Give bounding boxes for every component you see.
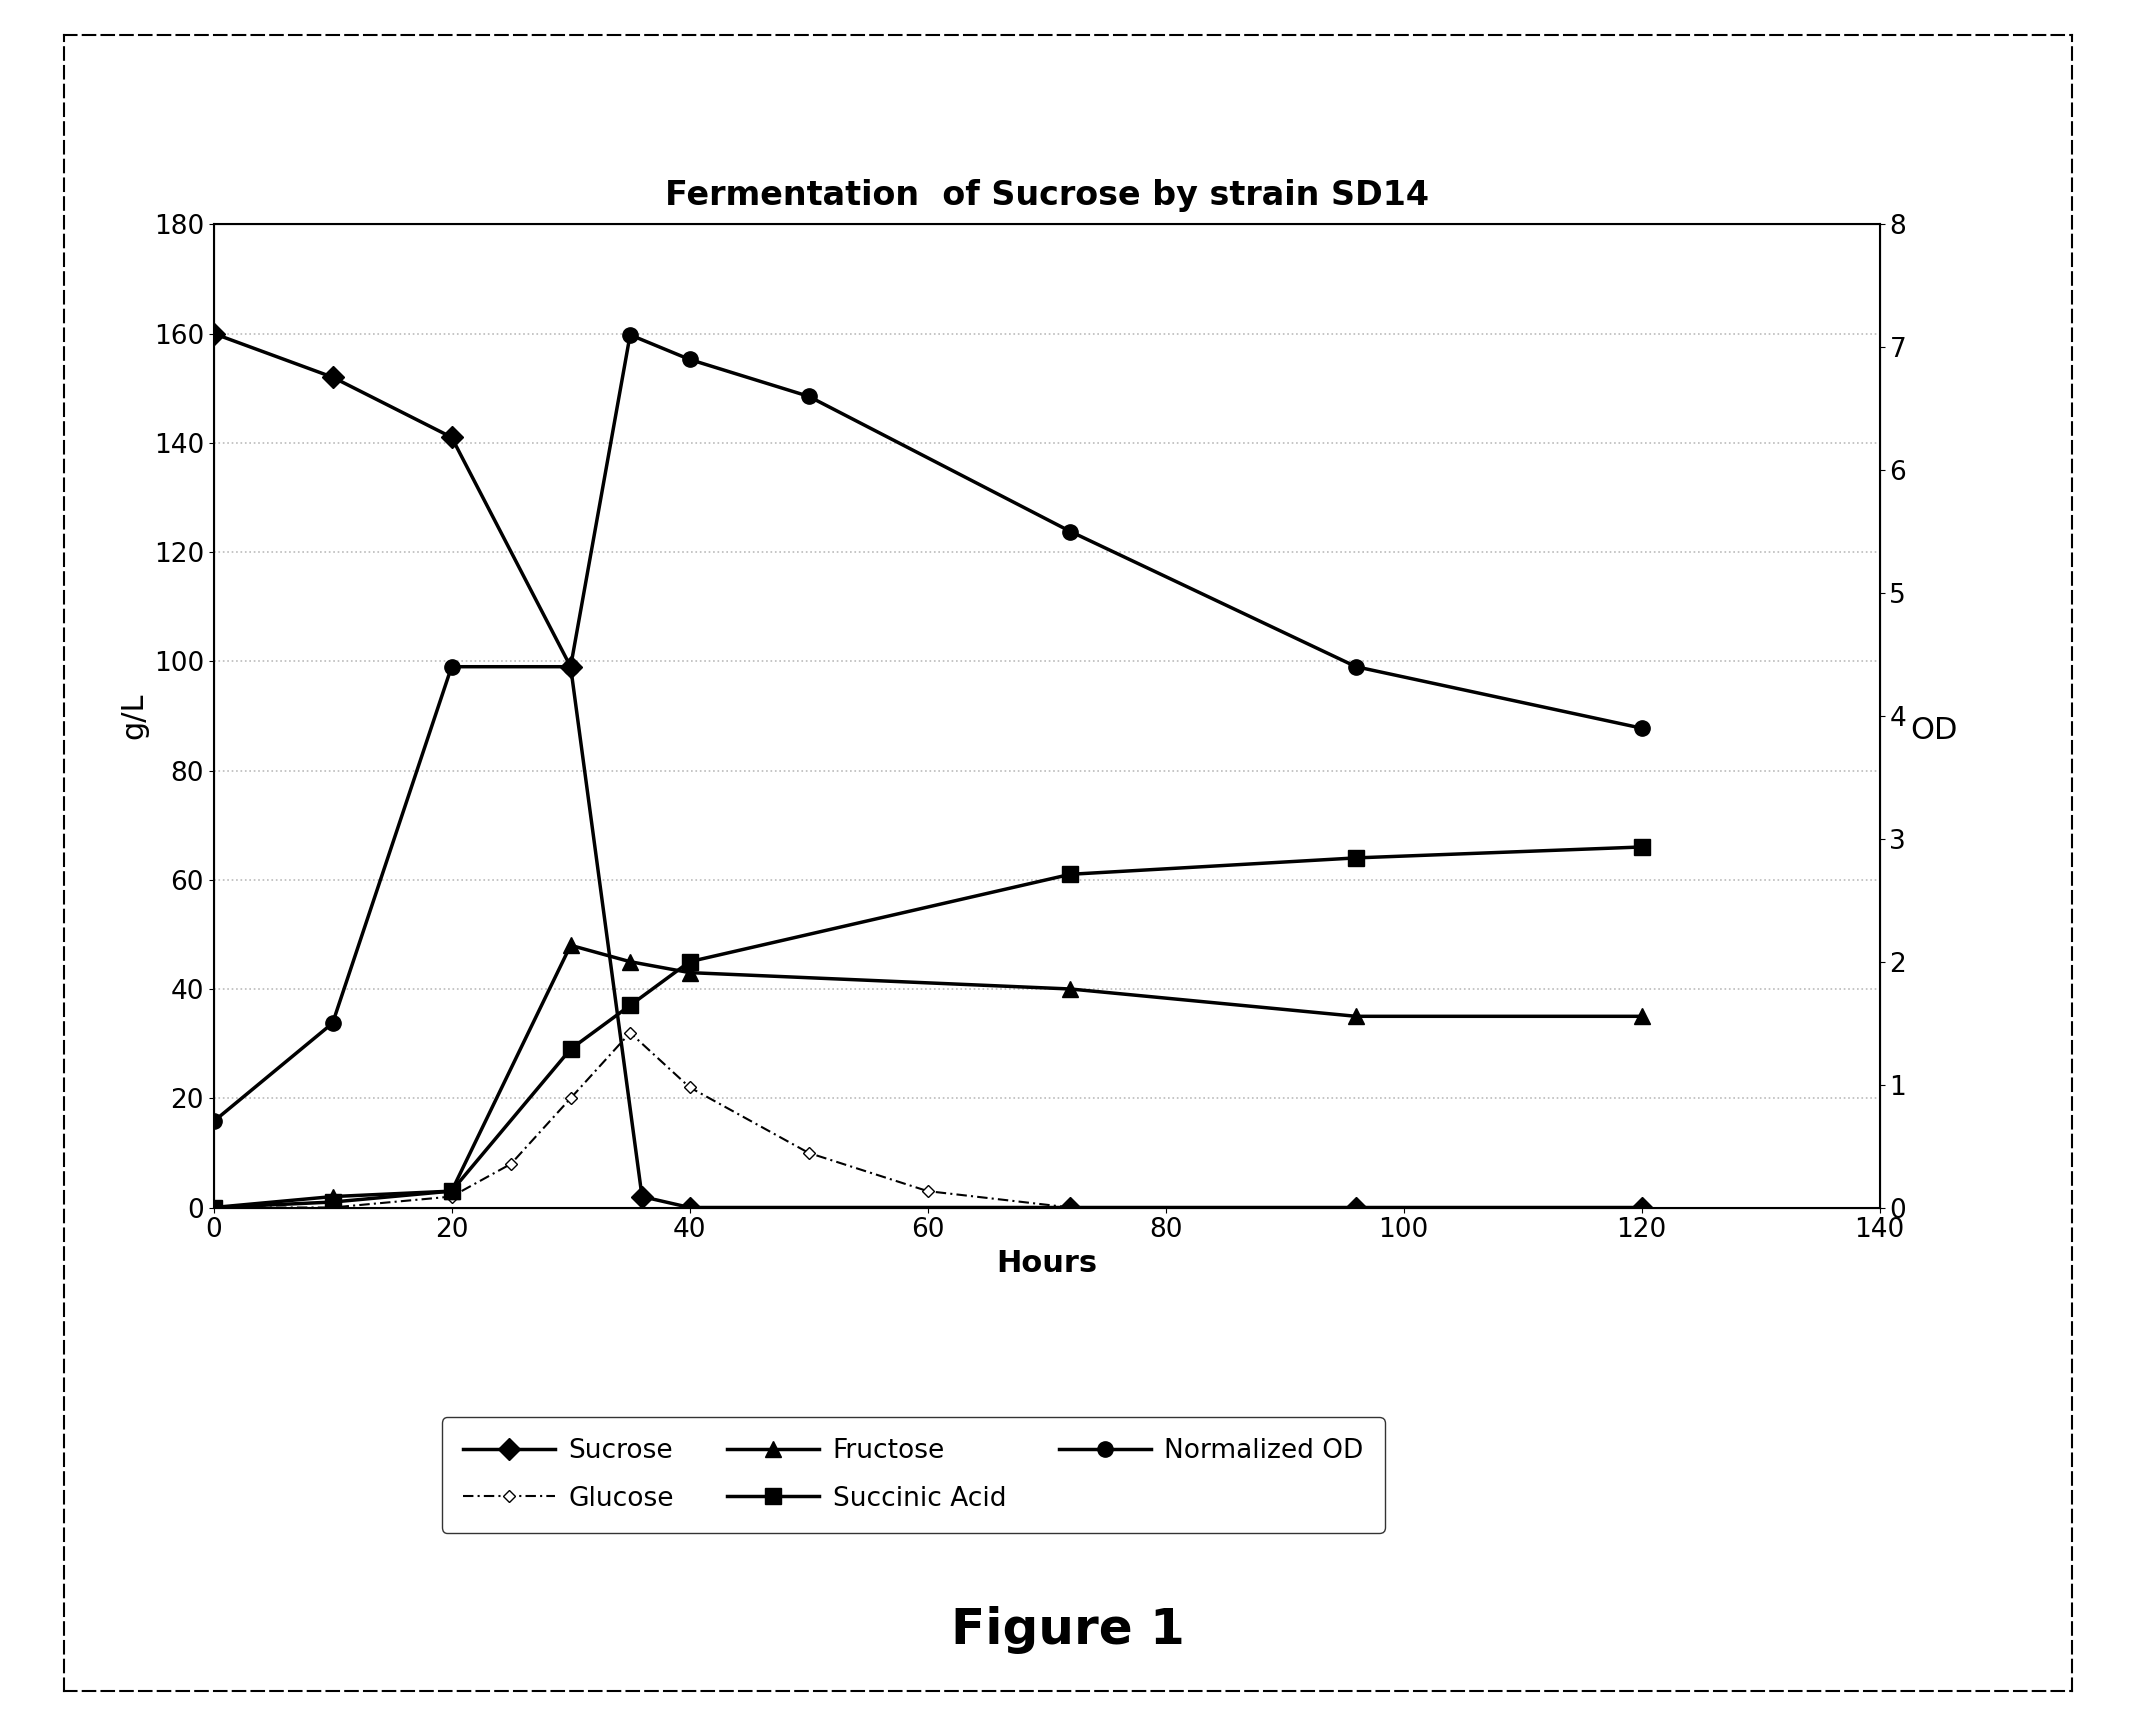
Fructose <box>1057 978 1083 999</box>
Succinic Acid <box>438 1180 464 1201</box>
Line: Glucose: Glucose <box>209 1028 1647 1211</box>
Sucrose <box>1630 1197 1655 1218</box>
Normalized OD <box>797 386 822 407</box>
Text: Figure 1: Figure 1 <box>951 1606 1185 1654</box>
Fructose <box>201 1197 226 1218</box>
Normalized OD <box>1057 521 1083 542</box>
Glucose <box>1057 1197 1083 1218</box>
Succinic Acid <box>677 952 703 973</box>
Succinic Acid <box>201 1197 226 1218</box>
Glucose <box>677 1076 703 1097</box>
Fructose <box>1344 1006 1369 1026</box>
Title: Fermentation  of Sucrose by strain SD14: Fermentation of Sucrose by strain SD14 <box>664 179 1429 212</box>
Y-axis label: OD: OD <box>1910 716 1957 745</box>
Sucrose <box>630 1187 656 1208</box>
Y-axis label: g/L: g/L <box>120 693 147 738</box>
Line: Normalized OD: Normalized OD <box>205 328 1649 1130</box>
Sucrose <box>201 323 226 343</box>
Normalized OD <box>557 657 583 678</box>
Fructose <box>677 963 703 983</box>
Glucose <box>498 1154 523 1175</box>
Line: Succinic Acid: Succinic Acid <box>205 840 1649 1214</box>
Legend: Sucrose, Glucose, Fructose, Succinic Acid, Normalized OD: Sucrose, Glucose, Fructose, Succinic Aci… <box>442 1418 1384 1534</box>
Line: Fructose: Fructose <box>205 938 1649 1214</box>
Normalized OD <box>201 1111 226 1132</box>
Glucose <box>201 1197 226 1218</box>
Sucrose <box>557 657 583 678</box>
Succinic Acid <box>557 1038 583 1059</box>
Normalized OD <box>677 348 703 369</box>
Normalized OD <box>1630 718 1655 738</box>
Succinic Acid <box>1057 864 1083 885</box>
Normalized OD <box>1344 657 1369 678</box>
Glucose <box>797 1142 822 1163</box>
Normalized OD <box>438 657 464 678</box>
Glucose <box>1630 1197 1655 1218</box>
X-axis label: Hours: Hours <box>995 1249 1098 1278</box>
Sucrose <box>1344 1197 1369 1218</box>
Sucrose <box>677 1197 703 1218</box>
Fructose <box>617 952 643 973</box>
Fructose <box>557 935 583 956</box>
Glucose <box>557 1088 583 1109</box>
Glucose <box>438 1187 464 1208</box>
Succinic Acid <box>1630 837 1655 857</box>
Fructose <box>438 1180 464 1201</box>
Sucrose <box>320 367 346 388</box>
Sucrose <box>438 428 464 448</box>
Succinic Acid <box>617 995 643 1016</box>
Glucose <box>1344 1197 1369 1218</box>
Fructose <box>1630 1006 1655 1026</box>
Sucrose <box>1057 1197 1083 1218</box>
Glucose <box>617 1023 643 1044</box>
Glucose <box>914 1180 940 1201</box>
Line: Sucrose: Sucrose <box>205 326 1649 1214</box>
Succinic Acid <box>1344 847 1369 868</box>
Glucose <box>320 1197 346 1218</box>
Normalized OD <box>617 324 643 345</box>
Normalized OD <box>320 1013 346 1033</box>
Succinic Acid <box>320 1192 346 1213</box>
Fructose <box>320 1187 346 1208</box>
